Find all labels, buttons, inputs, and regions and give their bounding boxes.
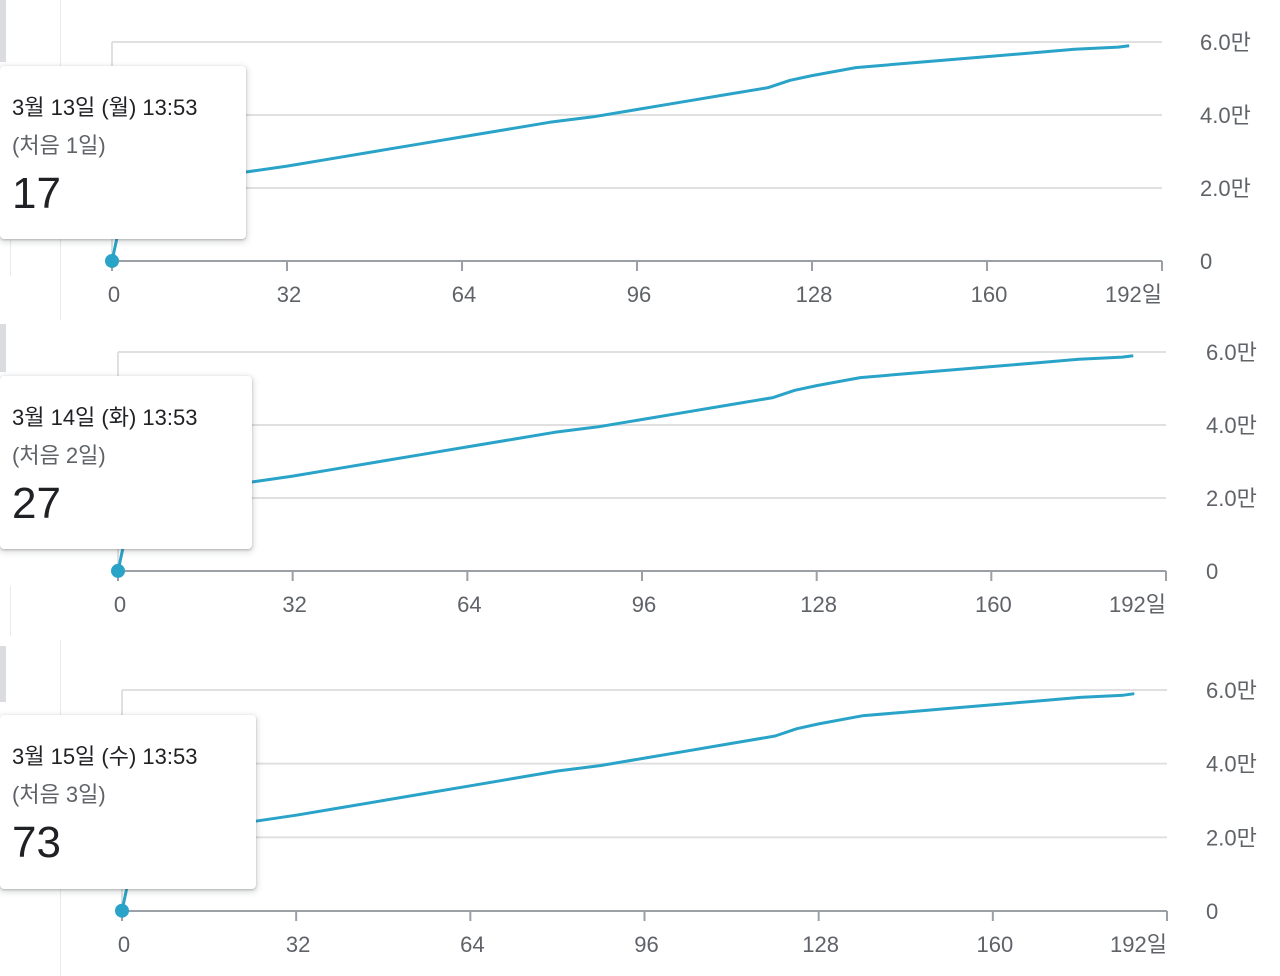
tooltip-date: 3월 13일 (월) 13:53 bbox=[12, 95, 198, 120]
panel-edge-bar bbox=[0, 0, 6, 62]
line-chart[interactable]: 0 2.0만 4.0만 6.0만 0 32 64 96 128 160 192일 bbox=[0, 0, 1280, 320]
x-tick-label: 96 bbox=[634, 932, 658, 957]
tooltip-date: 3월 14일 (화) 13:53 bbox=[12, 405, 198, 430]
tooltip-day-label: (처음 3일) bbox=[12, 782, 106, 807]
tooltip-value: 27 bbox=[12, 479, 61, 528]
x-tick-label: 0 bbox=[108, 282, 120, 307]
y-tick-label: 6.0만 bbox=[1200, 30, 1251, 55]
x-tick-label: 96 bbox=[627, 282, 651, 307]
hover-tooltip: 3월 15일 (수) 13:53 (처음 3일) 73 bbox=[0, 715, 256, 889]
tooltip-value: 17 bbox=[12, 169, 61, 218]
panel-edge-bar bbox=[0, 646, 6, 702]
x-tick-label: 96 bbox=[632, 592, 656, 617]
chart-panel-3: 0 2.0만 4.0만 6.0만 0 32 64 96 128 160 192일 3월 15일 (수… bbox=[0, 640, 1280, 976]
x-tick-label: 64 bbox=[457, 592, 481, 617]
x-tick-label: 192일 bbox=[1105, 282, 1162, 307]
tooltip-value: 73 bbox=[12, 818, 61, 867]
y-tick-label: 4.0만 bbox=[1206, 413, 1257, 438]
x-tick-label: 32 bbox=[286, 932, 310, 957]
x-tick-label: 32 bbox=[277, 282, 301, 307]
x-tick-label: 128 bbox=[800, 592, 837, 617]
y-tick-label: 0 bbox=[1206, 899, 1218, 924]
highlight-point bbox=[111, 563, 125, 578]
x-tick-label: 192일 bbox=[1110, 932, 1167, 957]
y-tick-label: 6.0만 bbox=[1206, 340, 1257, 365]
x-tick-label: 160 bbox=[975, 592, 1012, 617]
x-tick-label: 32 bbox=[282, 592, 306, 617]
panel-edge-line bbox=[10, 586, 11, 636]
series-line bbox=[116, 354, 1134, 572]
line-chart[interactable]: 0 2.0만 4.0만 6.0만 0 32 64 96 128 160 192일 bbox=[0, 310, 1280, 640]
y-tick-label: 6.0만 bbox=[1206, 678, 1257, 703]
tooltip-day-label: (처음 1일) bbox=[12, 133, 106, 158]
hover-tooltip: 3월 13일 (월) 13:53 (처음 1일) 17 bbox=[0, 66, 246, 239]
y-tick-label: 2.0만 bbox=[1206, 486, 1257, 511]
x-tick-label: 160 bbox=[971, 282, 1008, 307]
hover-tooltip: 3월 14일 (화) 13:53 (처음 2일) 27 bbox=[0, 376, 252, 549]
tooltip-date: 3월 15일 (수) 13:53 bbox=[12, 744, 198, 769]
series-line bbox=[120, 692, 1135, 912]
y-tick-label: 4.0만 bbox=[1206, 752, 1257, 777]
x-tick-label: 128 bbox=[796, 282, 833, 307]
y-tick-label: 2.0만 bbox=[1200, 176, 1251, 201]
panel-edge-bar bbox=[0, 324, 6, 372]
x-tick-label: 160 bbox=[976, 932, 1013, 957]
x-tick-label: 64 bbox=[452, 282, 476, 307]
highlight-point bbox=[115, 903, 129, 918]
chart-panel-2: 0 2.0만 4.0만 6.0만 0 32 64 96 128 160 192일 3월 14일 (화… bbox=[0, 310, 1280, 640]
panel-edge-line bbox=[10, 240, 11, 276]
y-tick-label: 0 bbox=[1206, 559, 1218, 584]
x-tick-label: 192일 bbox=[1109, 592, 1166, 617]
chart-panel-1: 0 2.0만 4.0만 6.0만 0 32 64 96 128 160 192일 3월 13일 (월… bbox=[0, 0, 1280, 320]
x-tick-label: 0 bbox=[118, 932, 130, 957]
series-line bbox=[110, 44, 1130, 262]
y-tick-label: 2.0만 bbox=[1206, 825, 1257, 850]
tooltip-day-label: (처음 2일) bbox=[12, 443, 106, 468]
highlight-point bbox=[105, 253, 119, 268]
x-tick-label: 128 bbox=[802, 932, 839, 957]
y-tick-label: 0 bbox=[1200, 249, 1212, 274]
y-tick-label: 4.0만 bbox=[1200, 103, 1251, 128]
x-tick-label: 64 bbox=[460, 932, 484, 957]
x-tick-label: 0 bbox=[114, 592, 126, 617]
